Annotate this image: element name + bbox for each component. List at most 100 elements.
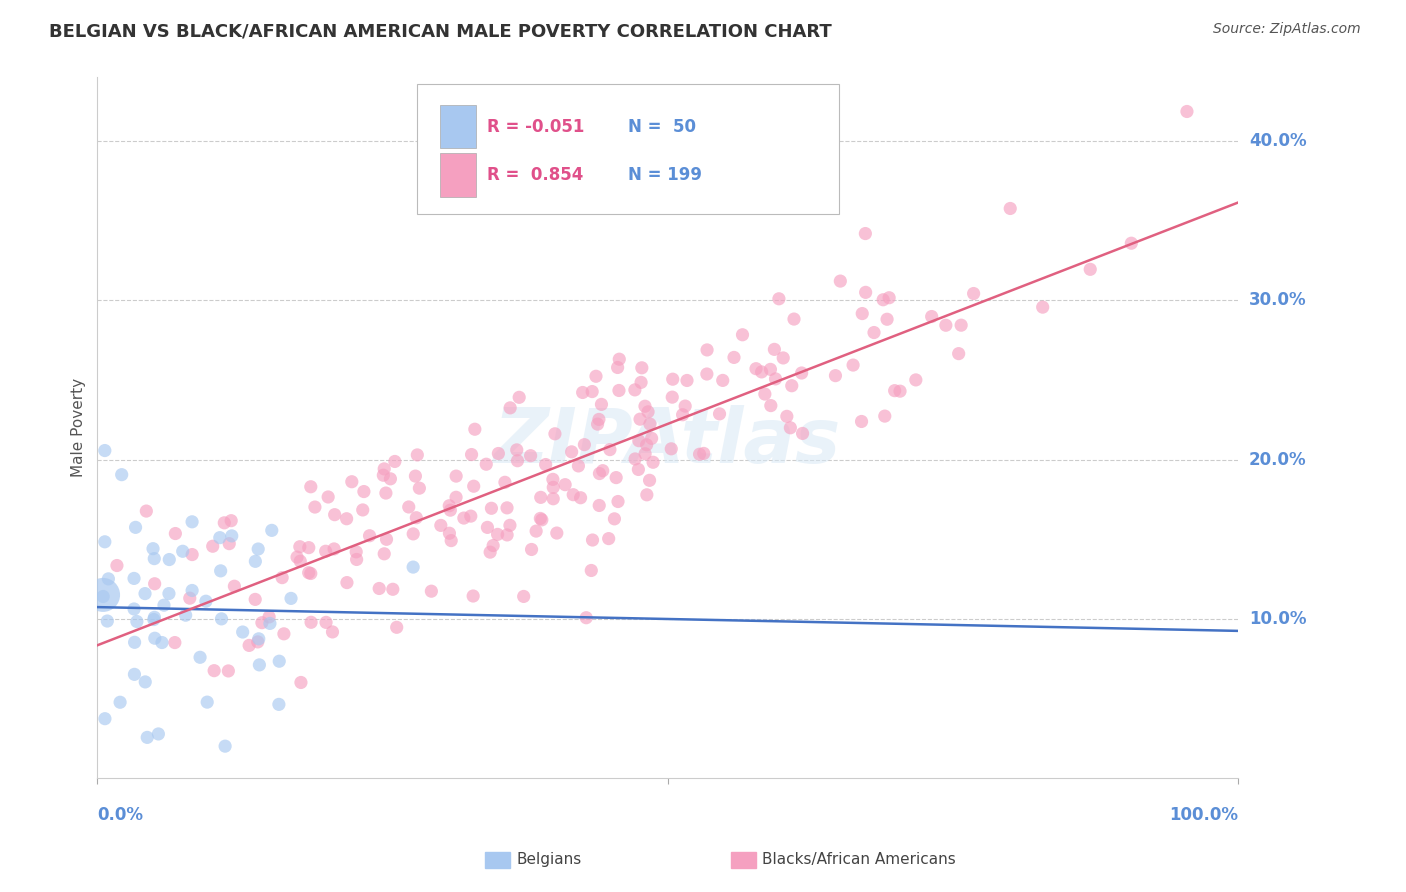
Point (671, 408, 693, 422)
Point (689, 447, 711, 461)
Point (1032, 300, 1054, 314)
Point (153, 598, 176, 612)
Point (247, 632, 270, 646)
Point (352, 503, 374, 517)
Point (202, 664, 225, 678)
Point (94, 534, 117, 549)
Text: ZIPAtlas: ZIPAtlas (494, 405, 841, 479)
Point (245, 592, 267, 607)
Point (499, 401, 522, 415)
Point (195, 695, 218, 709)
Point (496, 500, 519, 515)
Point (872, 293, 894, 307)
Text: Source: ZipAtlas.com: Source: ZipAtlas.com (1213, 22, 1361, 37)
Text: Blacks/African Americans: Blacks/African Americans (762, 853, 956, 867)
Point (94, 443, 117, 458)
Point (567, 458, 589, 473)
Point (250, 615, 273, 630)
Point (384, 454, 406, 468)
Point (290, 554, 312, 568)
Point (630, 360, 652, 375)
Point (673, 399, 696, 413)
Point (598, 532, 620, 546)
Point (1121, 236, 1143, 251)
Point (460, 448, 482, 462)
Point (224, 579, 246, 593)
Point (91, 588, 114, 602)
Point (201, 539, 224, 553)
Point (877, 291, 900, 305)
Point (134, 674, 156, 689)
Point (221, 529, 243, 543)
Point (640, 431, 662, 445)
Point (285, 550, 308, 565)
Y-axis label: Male Poverty: Male Poverty (72, 378, 86, 477)
Point (124, 667, 146, 681)
Point (299, 480, 322, 494)
Point (530, 491, 553, 505)
Point (340, 475, 363, 489)
Point (211, 612, 233, 626)
Point (217, 664, 239, 678)
Point (385, 620, 408, 634)
Point (508, 390, 530, 404)
Point (935, 318, 957, 333)
Point (851, 307, 873, 321)
Point (406, 448, 429, 462)
Text: R = -0.051: R = -0.051 (488, 118, 585, 136)
Point (288, 540, 311, 554)
Point (208, 531, 231, 545)
Point (97, 572, 120, 586)
Point (634, 447, 657, 461)
Point (122, 571, 145, 585)
Point (588, 499, 610, 513)
Point (135, 504, 157, 518)
Point (143, 610, 166, 624)
Point (921, 310, 943, 324)
Point (336, 512, 359, 526)
Text: N =  50: N = 50 (627, 118, 696, 136)
Point (481, 501, 503, 516)
Point (524, 524, 547, 538)
Point (344, 545, 367, 559)
Point (779, 421, 801, 435)
FancyBboxPatch shape (440, 105, 477, 148)
Point (546, 526, 568, 541)
Point (259, 616, 281, 631)
Point (122, 602, 145, 616)
Point (299, 615, 322, 630)
Point (124, 635, 146, 649)
Point (506, 442, 529, 457)
Point (873, 409, 896, 423)
Point (321, 624, 343, 639)
Point (496, 528, 519, 542)
Point (142, 541, 165, 556)
Point (482, 539, 505, 553)
Point (477, 520, 499, 534)
Point (554, 477, 576, 491)
Point (373, 462, 395, 476)
Point (751, 365, 773, 379)
Point (863, 326, 886, 340)
Point (962, 286, 984, 301)
Point (543, 480, 565, 494)
FancyBboxPatch shape (440, 153, 477, 197)
Point (661, 372, 683, 386)
Point (530, 513, 553, 527)
Point (606, 360, 628, 375)
Point (1175, 104, 1198, 119)
Point (851, 415, 873, 429)
Point (519, 449, 541, 463)
Point (541, 472, 564, 486)
Point (214, 516, 236, 530)
Point (124, 520, 146, 534)
Text: 10.0%: 10.0% (1249, 610, 1306, 628)
FancyBboxPatch shape (416, 85, 839, 214)
Point (776, 409, 799, 424)
Text: N = 199: N = 199 (627, 166, 702, 184)
Point (245, 554, 267, 568)
Point (588, 467, 610, 481)
Point (628, 412, 651, 426)
Point (269, 654, 291, 668)
Point (792, 426, 814, 441)
